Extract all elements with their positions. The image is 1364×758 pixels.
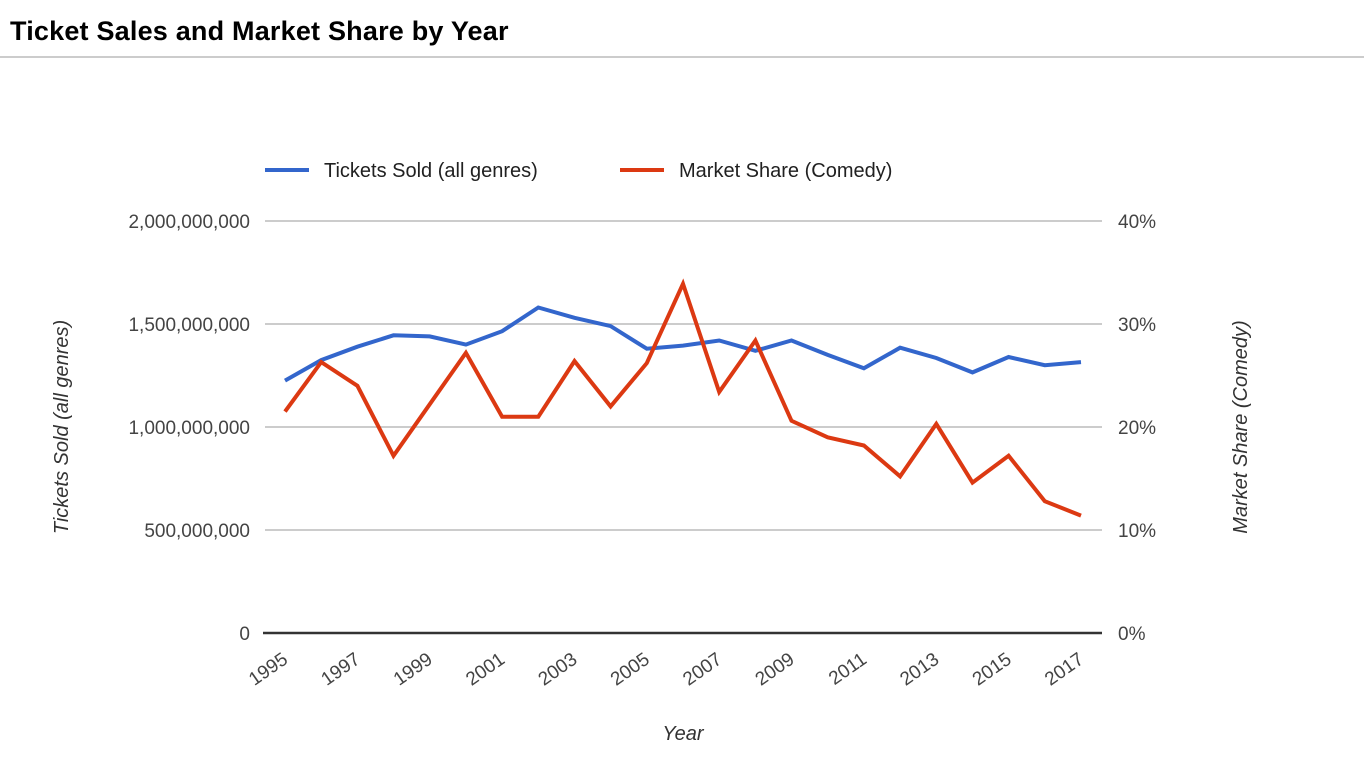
right-axis-tick-label: 40% bbox=[1118, 212, 1156, 233]
left-axis-tick-label: 1,000,000,000 bbox=[128, 418, 250, 439]
x-axis-tick-label: 2001 bbox=[462, 649, 509, 690]
left-axis-tick-label: 500,000,000 bbox=[144, 521, 250, 542]
left-axis-tick-label: 1,500,000,000 bbox=[128, 315, 250, 336]
x-axis-tick-label: 2003 bbox=[535, 649, 582, 690]
x-axis-title: Year bbox=[662, 723, 704, 745]
x-axis-tick-label: 2017 bbox=[1041, 649, 1088, 690]
title-divider bbox=[0, 55, 1364, 58]
x-axis-tick-label: 2013 bbox=[896, 649, 943, 690]
x-axis-tick-label: 1995 bbox=[245, 649, 292, 690]
left-axis-tick-label: 2,000,000,000 bbox=[128, 212, 250, 233]
page-title: Ticket Sales and Market Share by Year bbox=[10, 16, 509, 46]
right-axis-tick-label: 30% bbox=[1118, 315, 1156, 336]
legend-item-market-share-label: Market Share (Comedy) bbox=[679, 160, 892, 182]
x-axis-tick-label: 2009 bbox=[752, 649, 799, 690]
left-axis-tick-label: 0 bbox=[239, 624, 250, 645]
right-axis-title: Market Share (Comedy) bbox=[1230, 320, 1252, 533]
x-axis-tick-label: 1999 bbox=[390, 649, 437, 690]
x-axis-tick-label: 2005 bbox=[607, 649, 654, 690]
right-axis-tick-label: 10% bbox=[1118, 521, 1156, 542]
legend-item-tickets-label: Tickets Sold (all genres) bbox=[324, 160, 538, 182]
x-axis-tick-label: 2007 bbox=[679, 649, 726, 690]
right-axis-tick-label: 0% bbox=[1118, 624, 1146, 645]
left-axis-title: Tickets Sold (all genres) bbox=[51, 320, 73, 534]
x-axis-tick-label: 2015 bbox=[969, 649, 1016, 690]
tickets-series-line bbox=[284, 305, 1082, 383]
market-share-series-line bbox=[283, 278, 1082, 518]
right-axis-tick-label: 20% bbox=[1118, 418, 1156, 439]
x-axis-tick-label: 1997 bbox=[318, 649, 365, 690]
x-axis-tick-label: 2011 bbox=[825, 649, 871, 690]
